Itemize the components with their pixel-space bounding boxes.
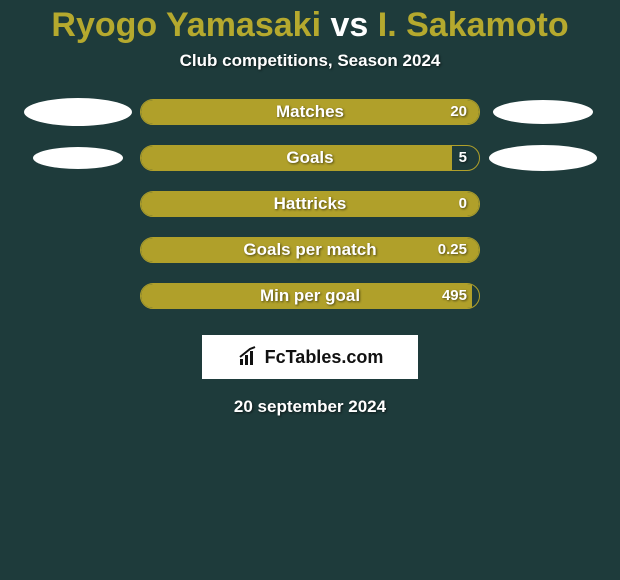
stat-row: Goals per match0.25 [0,237,620,263]
vs-text: vs [330,6,368,44]
comparison-infographic: Ryogo Yamasaki vs I. Sakamoto Club compe… [0,0,620,580]
stat-bar: Hattricks0 [140,191,480,217]
right-side [480,145,605,171]
left-side [15,147,140,169]
stat-bar: Min per goal495 [140,283,480,309]
player2-name: I. Sakamoto [378,6,569,44]
bar-label: Hattricks [141,192,479,216]
bar-value: 0 [459,192,467,216]
date-text: 20 september 2024 [0,397,620,417]
brand-text: FcTables.com [265,347,384,368]
bar-value: 0.25 [438,238,467,262]
stat-bar: Goals per match0.25 [140,237,480,263]
bar-value: 5 [459,146,467,170]
left-ellipse [24,98,132,126]
bar-value: 20 [450,100,467,124]
bar-label: Min per goal [141,284,479,308]
stat-bar: Goals5 [140,145,480,171]
right-side [480,100,605,124]
stat-row: Min per goal495 [0,283,620,309]
page-title: Ryogo Yamasaki vs I. Sakamoto [0,0,620,45]
chart-icon [237,345,261,369]
subtitle: Club competitions, Season 2024 [0,51,620,71]
bar-label: Goals [141,146,479,170]
right-ellipse [489,145,597,171]
player1-name: Ryogo Yamasaki [51,6,321,44]
bar-label: Goals per match [141,238,479,262]
brand-box: FcTables.com [202,335,418,379]
left-ellipse [33,147,123,169]
left-side [15,98,140,126]
stat-bar: Matches20 [140,99,480,125]
stat-row: Goals5 [0,145,620,171]
stat-row: Hattricks0 [0,191,620,217]
stat-row: Matches20 [0,99,620,125]
right-ellipse [493,100,593,124]
bar-value: 495 [442,284,467,308]
stat-rows: Matches20 Goals5 Hattricks0 Goals per match… [0,99,620,309]
bar-label: Matches [141,100,479,124]
